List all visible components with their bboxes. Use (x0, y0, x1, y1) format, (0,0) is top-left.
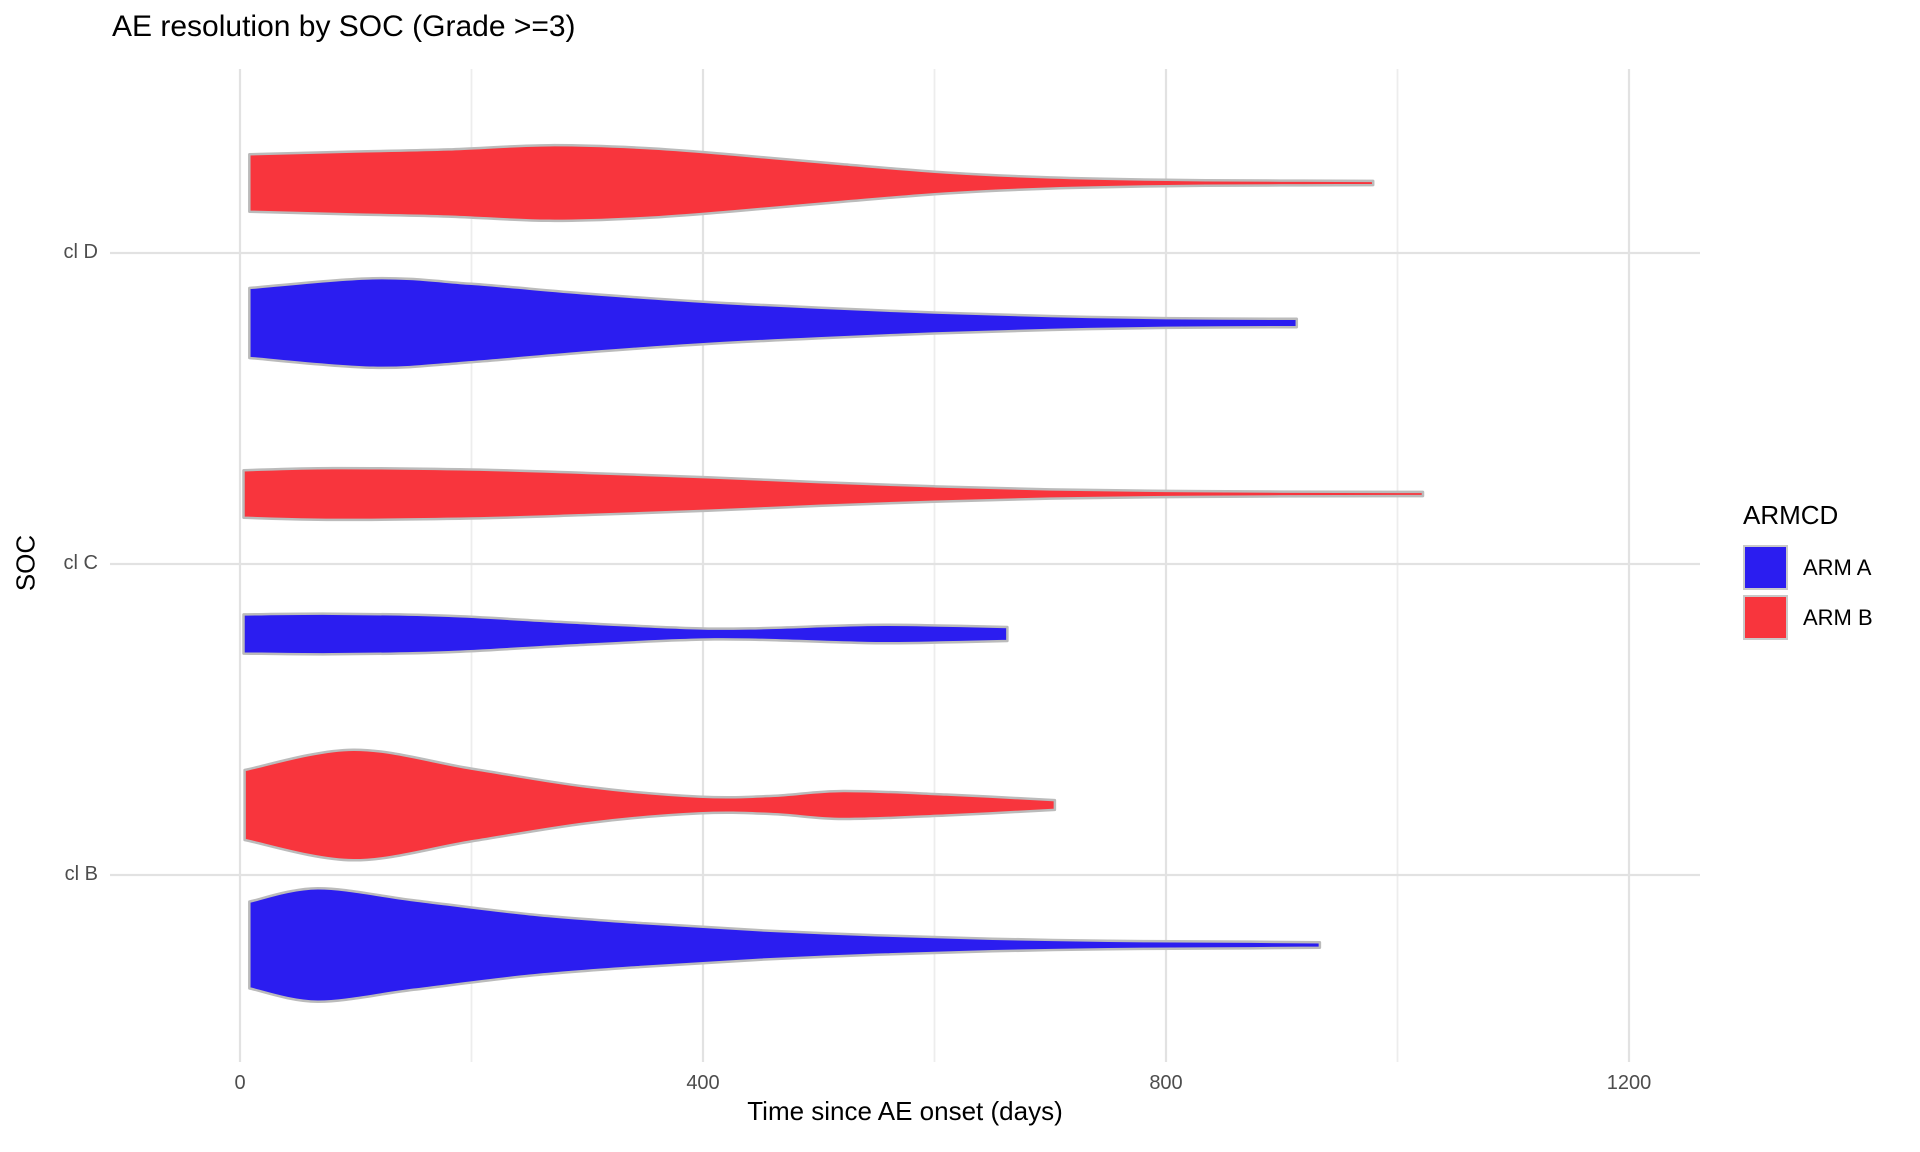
legend-swatch-arm-a (1743, 545, 1788, 590)
gridlines (110, 69, 1700, 1062)
legend-item-arm-a: ARM A (1743, 545, 1873, 590)
violin-cl-b-arm-a (248, 887, 1322, 1003)
chart-title: AE resolution by SOC (Grade >=3) (112, 10, 576, 43)
x-tick-label-0: 0 (234, 1072, 246, 1094)
legend-swatch-arm-b (1743, 595, 1788, 640)
x-axis-title: Time since AE onset (days) (747, 1096, 1063, 1126)
violin-cl-c-arm-b (242, 466, 1425, 522)
violin-cl-d-arm-a (248, 276, 1299, 370)
y-tick-label-cl-c: cl C (63, 552, 98, 574)
violin-cl-d-arm-b (248, 143, 1375, 223)
violins (242, 143, 1425, 1003)
legend-title: ARMCD (1743, 500, 1839, 530)
legend: ARMCD ARM A ARM B (1743, 500, 1873, 645)
violin-cl-b-arm-b (243, 748, 1057, 862)
x-tick-label-400: 400 (686, 1072, 720, 1094)
legend-label-arm-b: ARM B (1803, 604, 1873, 630)
violin-cl-c-arm-a (242, 612, 1009, 656)
legend-item-arm-b: ARM B (1743, 595, 1873, 640)
legend-label-arm-a: ARM A (1803, 554, 1872, 580)
y-tick-label-cl-b: cl B (64, 863, 98, 885)
y-tick-label-cl-d: cl D (63, 241, 98, 263)
x-tick-label-800: 800 (1149, 1072, 1183, 1094)
x-tick-label-1200: 1200 (1606, 1072, 1652, 1094)
